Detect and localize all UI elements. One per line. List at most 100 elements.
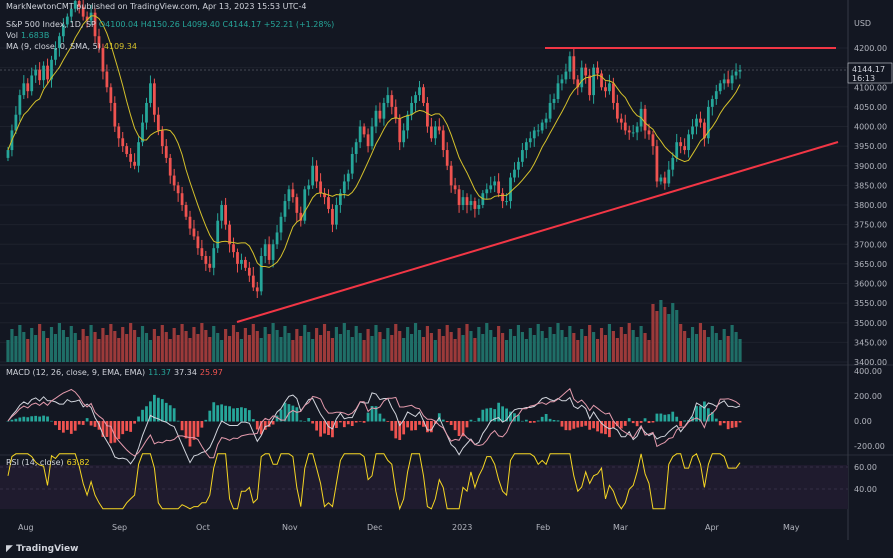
volume-bar <box>188 338 192 362</box>
macd-histogram-bar <box>730 421 734 428</box>
candle-body <box>461 197 465 205</box>
candle-body <box>85 16 89 21</box>
time-tick-label: Apr <box>705 523 720 532</box>
macd-histogram-bar <box>14 418 18 422</box>
macd-histogram-bar <box>703 401 706 422</box>
volume-bar <box>520 332 524 362</box>
candle-body <box>730 75 734 84</box>
volume-bar <box>307 332 311 362</box>
candle-body <box>619 118 623 123</box>
candle-body <box>433 126 437 139</box>
candle-body <box>505 201 508 203</box>
volume-bar <box>694 334 699 362</box>
candle-body <box>513 169 516 178</box>
volume-bar <box>318 335 323 362</box>
volume-bar <box>152 329 156 362</box>
macd-tick-label: 0.00 <box>854 417 872 426</box>
volume-bar <box>370 336 374 362</box>
volume-bar <box>643 333 647 362</box>
macd-histogram-bar <box>259 421 263 435</box>
candle-body <box>200 248 204 257</box>
volume-bar <box>524 339 528 362</box>
volume-bar <box>65 337 69 362</box>
macd-histogram-bar <box>346 421 350 425</box>
macd-histogram-bar <box>85 418 89 422</box>
volume-bar <box>279 337 283 362</box>
volume-bar <box>481 334 485 362</box>
volume-bar <box>655 311 659 362</box>
macd-histogram-bar <box>232 408 235 422</box>
price-tag-time: 16:13 <box>852 74 875 83</box>
volume-bar <box>512 336 517 362</box>
macd-histogram-bar <box>489 407 493 422</box>
candle-body <box>548 102 552 119</box>
candle-body <box>524 142 528 151</box>
volume-bar <box>390 335 394 362</box>
volume-bar <box>386 328 390 362</box>
volume-bar <box>734 332 738 362</box>
macd-histogram-bar <box>216 405 220 422</box>
macd-histogram-bar <box>129 421 133 432</box>
macd-histogram-bar <box>153 394 156 422</box>
volume-bar <box>702 330 706 362</box>
candle-body <box>722 79 726 84</box>
volume-bar <box>117 338 121 362</box>
volume-bar <box>283 326 287 362</box>
macd-histogram-bar <box>149 401 152 422</box>
candle-body <box>588 75 592 96</box>
volume-bar <box>73 333 77 362</box>
time-tick-label: May <box>783 523 800 532</box>
candle-body <box>528 138 532 143</box>
candle-body <box>125 146 129 154</box>
volume-bar <box>89 325 93 362</box>
candle-body <box>58 36 61 48</box>
candle-body <box>449 165 453 186</box>
candle-body <box>133 161 136 166</box>
candle-body <box>627 130 631 133</box>
volume-bar <box>406 327 410 362</box>
macd-histogram-bar <box>477 417 481 422</box>
volume-bar <box>548 327 552 362</box>
macd-histogram-bar <box>734 421 738 428</box>
candle-body <box>718 83 722 92</box>
volume-bar <box>113 331 117 362</box>
macd-histogram-bar <box>267 421 271 427</box>
macd-histogram-bar <box>548 418 552 422</box>
volume-bar <box>109 324 113 362</box>
candle-body <box>734 71 738 76</box>
macd-histogram-bar <box>691 416 694 422</box>
candle-body <box>38 69 42 81</box>
volume-bar <box>698 323 703 362</box>
macd-histogram-bar <box>667 414 671 422</box>
volume-bar <box>627 323 631 362</box>
volume-bar <box>26 339 30 362</box>
volume-bar <box>599 328 604 362</box>
volume-bar <box>516 325 521 362</box>
candle-body <box>509 177 512 202</box>
volume-bar <box>148 340 153 362</box>
candle-body <box>604 87 607 92</box>
candle-body <box>370 126 374 147</box>
candle-body <box>473 201 477 209</box>
candle-body <box>362 126 366 135</box>
macd-histogram-bar <box>354 421 358 423</box>
candle-body <box>113 102 117 127</box>
macd-histogram-bar <box>18 417 22 422</box>
candle-body <box>623 122 627 131</box>
volume-bar <box>136 337 141 362</box>
volume-bar <box>410 334 414 362</box>
macd-histogram-bar <box>247 410 251 422</box>
macd-histogram-bar <box>639 421 643 423</box>
candle-body <box>501 193 504 202</box>
candle-body <box>350 153 354 174</box>
macd-tick-label: 400.00 <box>854 367 882 376</box>
volume-bar <box>417 330 422 362</box>
macd-histogram-bar <box>722 421 726 424</box>
candle-body <box>335 205 338 225</box>
macd-histogram-bar <box>544 414 548 422</box>
macd-histogram-bar <box>220 404 224 422</box>
candle-body <box>615 102 619 119</box>
macd-histogram-bar <box>61 421 65 433</box>
candle-body <box>69 8 73 17</box>
macd-histogram-bar <box>263 421 267 430</box>
